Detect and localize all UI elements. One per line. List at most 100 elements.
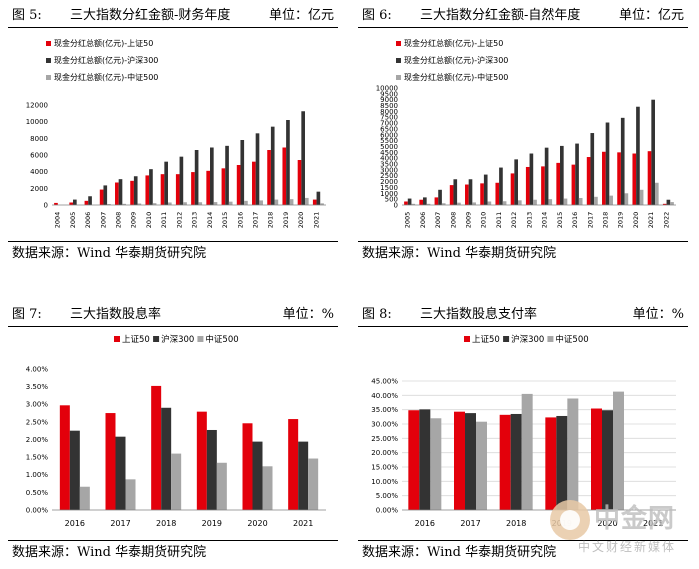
bar — [73, 199, 77, 205]
y-tick-label: 0 — [44, 201, 48, 209]
bar — [521, 393, 533, 510]
data-source: 数据来源：Wind 华泰期货研究院 — [358, 540, 688, 563]
bar — [419, 199, 424, 205]
bar — [605, 122, 610, 205]
y-tick-label: 12000 — [26, 101, 48, 109]
bar — [525, 166, 530, 205]
y-tick-label: 7500 — [380, 114, 398, 122]
bar — [84, 200, 89, 205]
bar — [533, 199, 537, 205]
y-tick-label: 0.00% — [26, 506, 49, 514]
bar — [196, 411, 207, 510]
bar — [647, 151, 652, 205]
bar — [544, 147, 549, 205]
bar — [297, 160, 302, 205]
bar — [480, 183, 484, 205]
x-tick-label: 2021 — [312, 212, 320, 229]
legend-swatch — [464, 336, 470, 342]
bar — [103, 185, 108, 205]
y-tick-label: 1.00% — [26, 471, 49, 479]
y-tick-label: 1.50% — [26, 454, 49, 462]
bar — [151, 385, 162, 510]
bar — [107, 204, 111, 205]
figure-unit: 单位：% — [632, 307, 684, 322]
legend-swatch — [197, 336, 204, 342]
legend-swatch — [114, 336, 120, 342]
y-tick-label: 15.00% — [371, 463, 398, 471]
bar — [262, 466, 273, 510]
bar — [620, 117, 625, 205]
bar — [167, 202, 172, 205]
bar — [206, 170, 211, 205]
x-tick-label: 2010 — [145, 212, 153, 229]
x-tick-label: 2017 — [252, 212, 260, 229]
payout-ratio-chart: 0.00% 5.00% 10.00% 15.00% 20.00% 25.00% 30.00%… — [371, 334, 676, 528]
figure-unit: 单位：亿元 — [618, 8, 684, 23]
figure-number: 图 7: — [12, 307, 42, 322]
figure-number: 图 8: — [362, 307, 392, 322]
panel-fig6: 图 6: 三大指数分红金额-自然年度 单位：亿元 0 500 1000 1500 200… — [358, 5, 688, 267]
x-tick-label: 2019 — [552, 519, 572, 528]
y-tick-label: 9000 — [380, 96, 398, 104]
y-tick-label: 4000 — [380, 155, 398, 163]
bar — [122, 203, 126, 205]
bar — [465, 184, 469, 205]
bar — [636, 106, 640, 205]
x-tick-label: 2007 — [99, 212, 107, 229]
legend-swatch — [503, 336, 510, 342]
bar — [252, 161, 256, 205]
bar — [210, 147, 214, 205]
x-tick-label: 2018 — [267, 212, 275, 229]
figure-title: 三大指数分红金额-自然年度 — [420, 8, 581, 23]
bar — [298, 441, 309, 510]
bar — [411, 203, 416, 205]
y-tick-label: 45.00% — [371, 377, 398, 385]
bar — [609, 195, 613, 205]
bar — [79, 486, 90, 510]
bar — [438, 189, 442, 205]
dividend-amount-fiscal-chart: 0 2000 4000 6000 8000 10000 12000 2004 2005 2006 2… — [26, 38, 326, 229]
legend-swatch — [547, 336, 554, 342]
legend-label: 现金分红总额(亿元)-上证50 — [54, 38, 153, 48]
bar — [171, 453, 182, 510]
panel-fig7: 图 7: 三大指数股息率 单位：% 0.00% 0.50% 1.00% 1.50% 2.… — [8, 304, 338, 566]
y-tick-label: 3500 — [380, 161, 398, 169]
bar — [510, 413, 522, 510]
legend-label: 沪深300 — [161, 334, 194, 345]
x-tick-label: 2007 — [434, 212, 442, 229]
bar — [434, 197, 439, 205]
bar — [252, 441, 263, 510]
bar — [191, 172, 195, 205]
y-tick-label: 4.00% — [26, 365, 49, 373]
y-tick-label: 9500 — [380, 90, 398, 98]
figure-title: 三大指数股息率 — [70, 307, 162, 322]
legend-swatch — [396, 58, 401, 63]
figure-unit: 单位：亿元 — [268, 8, 334, 23]
legend-label: 现金分红总额(亿元)-沪深300 — [404, 55, 508, 65]
y-tick-label: 0.00% — [376, 506, 399, 514]
y-tick-label: 1000 — [380, 190, 398, 198]
bar — [472, 202, 476, 205]
bar — [118, 179, 123, 205]
bar — [99, 189, 104, 205]
bar — [164, 161, 168, 205]
bar — [244, 200, 248, 205]
bar — [465, 413, 476, 510]
x-tick-label: 2021 — [643, 519, 663, 528]
y-tick-label: 30.00% — [371, 420, 398, 428]
bar — [514, 159, 518, 205]
y-tick-label: 2000 — [380, 178, 398, 186]
bar — [255, 133, 260, 205]
x-tick-label: 2005 — [69, 212, 77, 229]
y-tick-label: 8000 — [380, 108, 398, 116]
bar — [556, 415, 568, 510]
y-tick-label: 8000 — [30, 135, 48, 143]
legend-swatch — [396, 41, 401, 46]
bar — [457, 202, 461, 205]
panel-fig5: 图 5: 三大指数分红金额-财务年度 单位：亿元 0 2000 4000 6000 80… — [8, 5, 338, 267]
y-tick-label: 4500 — [380, 149, 398, 157]
bar — [213, 202, 218, 205]
y-tick-label: 3.00% — [26, 401, 49, 409]
y-tick-label: 5.00% — [376, 492, 399, 500]
y-tick-label: 2.00% — [26, 436, 49, 444]
